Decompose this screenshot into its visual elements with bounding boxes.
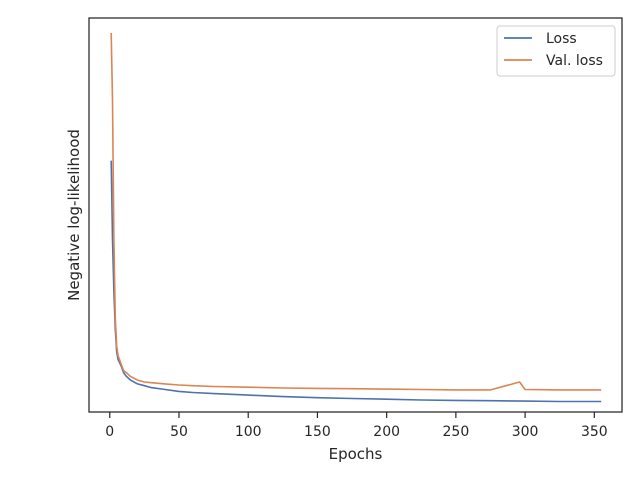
- x-tick-label: 350: [581, 424, 608, 440]
- y-axis-title: Negative log-likelihood: [65, 129, 83, 301]
- x-tick-label: 250: [443, 424, 470, 440]
- legend: Loss Val. loss: [496, 25, 616, 77]
- x-tick-label: 200: [373, 424, 400, 440]
- legend-label-loss: Loss: [546, 31, 577, 47]
- x-tick-label: 50: [170, 424, 188, 440]
- x-ticks: 0 50 100 150 200 250 300 350: [105, 412, 608, 440]
- x-tick-label: 300: [512, 424, 539, 440]
- series-layer: [110, 32, 602, 403]
- plot-frame: [88, 17, 623, 413]
- x-axis-title: Epochs: [329, 445, 383, 463]
- x-tick-label: 150: [304, 424, 331, 440]
- x-tick-label: 0: [105, 424, 114, 440]
- legend-label-val-loss: Val. loss: [546, 53, 603, 69]
- x-tick-label: 100: [235, 424, 262, 440]
- series-line-val-loss: [110, 32, 602, 391]
